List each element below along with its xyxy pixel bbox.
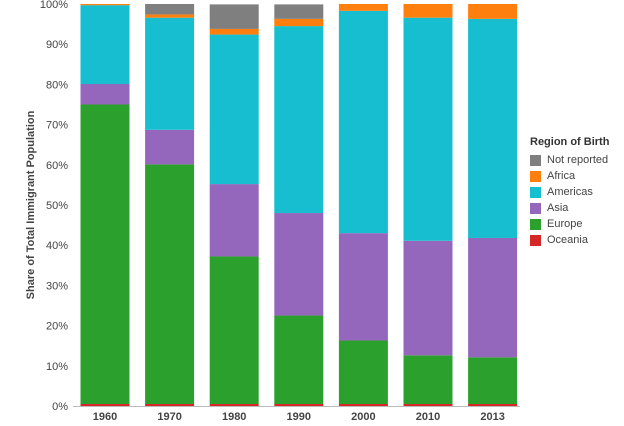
y-tick-label: 70% — [46, 120, 68, 132]
x-axis: 1960 1970 1980 1990 2000 2010 2013 — [93, 411, 505, 423]
legend-item-oceania: Oceania — [530, 232, 609, 248]
bar-americas-2000 — [338, 10, 388, 234]
bar-africa-1990 — [274, 18, 324, 27]
y-tick-label: 80% — [46, 79, 68, 91]
x-tick-label: 2010 — [416, 411, 440, 423]
y-tick-label: 20% — [46, 321, 68, 333]
bar-oceania-2013 — [468, 403, 518, 406]
x-tick-label: 2000 — [351, 411, 375, 423]
bar-europe-1990 — [274, 315, 324, 404]
legend-swatch — [530, 186, 541, 198]
y-tick-label: 100% — [40, 0, 68, 11]
y-axis: 0% 10% 20% 30% 40% 50% 60% 70% 80% 90% 100% — [40, 0, 68, 413]
y-tick-label: 40% — [46, 240, 68, 252]
bar-asia-1960 — [80, 83, 130, 105]
legend: Region of Birth Not reported Africa Americ… — [530, 136, 609, 248]
bar-americas-1960 — [80, 5, 130, 84]
y-tick-label: 0% — [52, 401, 68, 413]
bar-stack-1970 — [145, 4, 195, 406]
bar-africa-2010 — [403, 4, 453, 18]
bar-asia-2013 — [468, 237, 518, 358]
bar-oceania-2000 — [338, 403, 388, 406]
x-tick-label: 1960 — [93, 411, 117, 423]
legend-label: Europe — [547, 218, 583, 230]
legend-swatch — [530, 170, 541, 182]
bar-not-reported-1970 — [145, 4, 195, 15]
bar-stack-1960 — [80, 4, 130, 406]
x-tick-label: 2013 — [480, 411, 504, 423]
bar-africa-1960 — [80, 4, 130, 6]
legend-label: Oceania — [547, 234, 588, 246]
bar-africa-2000 — [338, 4, 388, 11]
bar-americas-2010 — [403, 17, 453, 241]
bar-europe-1980 — [209, 256, 259, 404]
legend-swatch — [530, 234, 541, 246]
y-tick-label: 30% — [46, 280, 68, 292]
bar-oceania-1970 — [145, 403, 195, 406]
x-tick-label: 1990 — [287, 411, 311, 423]
bar-stack-1990 — [274, 4, 324, 406]
x-tick-label: 1980 — [222, 411, 246, 423]
bar-europe-2000 — [338, 340, 388, 404]
y-tick-label: 10% — [46, 361, 68, 373]
y-axis-title: Share of Total Immigrant Population — [25, 110, 37, 299]
y-tick-label: 50% — [46, 200, 68, 212]
bar-americas-1990 — [274, 26, 324, 214]
bar-asia-1970 — [145, 129, 195, 165]
legend-item-asia: Asia — [530, 200, 609, 216]
bar-europe-1970 — [145, 164, 195, 404]
bar-asia-1990 — [274, 213, 324, 316]
bar-stack-2013 — [468, 4, 518, 406]
legend-item-americas: Americas — [530, 184, 609, 200]
legend-items: Not reported Africa Americas Asia Europe Ocea… — [530, 152, 609, 248]
bar-europe-1960 — [80, 104, 130, 404]
bar-americas-2013 — [468, 18, 518, 238]
legend-item-africa: Africa — [530, 168, 609, 184]
bar-europe-2010 — [403, 355, 453, 404]
plot-area — [80, 4, 518, 406]
legend-label: Americas — [547, 186, 593, 198]
legend-swatch — [530, 218, 541, 230]
legend-swatch — [530, 154, 541, 166]
bar-oceania-2010 — [403, 403, 453, 406]
bar-asia-2010 — [403, 240, 453, 356]
bar-stack-2000 — [338, 4, 388, 406]
bar-africa-2013 — [468, 4, 518, 19]
bar-asia-2000 — [338, 233, 388, 341]
legend-label: Asia — [547, 202, 569, 214]
bar-stack-1980 — [209, 4, 259, 406]
bar-europe-2013 — [468, 357, 518, 404]
bar-oceania-1990 — [274, 403, 324, 406]
bar-africa-1980 — [209, 28, 259, 35]
legend-label: Africa — [547, 170, 576, 182]
y-tick-label: 60% — [46, 160, 68, 172]
legend-swatch — [530, 202, 541, 214]
bar-oceania-1960 — [80, 403, 130, 406]
bar-not-reported-1980 — [209, 4, 259, 29]
legend-label: Not reported — [547, 154, 609, 166]
bar-africa-1970 — [145, 14, 195, 18]
bar-americas-1970 — [145, 17, 195, 130]
bar-americas-1980 — [209, 34, 259, 185]
legend-title: Region of Birth — [530, 136, 610, 148]
x-tick-label: 1970 — [157, 411, 181, 423]
legend-item-not-reported: Not reported — [530, 152, 609, 168]
bar-not-reported-1990 — [274, 4, 324, 19]
legend-item-europe: Europe — [530, 216, 609, 232]
bar-oceania-1980 — [209, 403, 259, 406]
y-tick-label: 90% — [46, 39, 68, 51]
bar-asia-1980 — [209, 184, 259, 257]
bar-stack-2010 — [403, 4, 453, 406]
